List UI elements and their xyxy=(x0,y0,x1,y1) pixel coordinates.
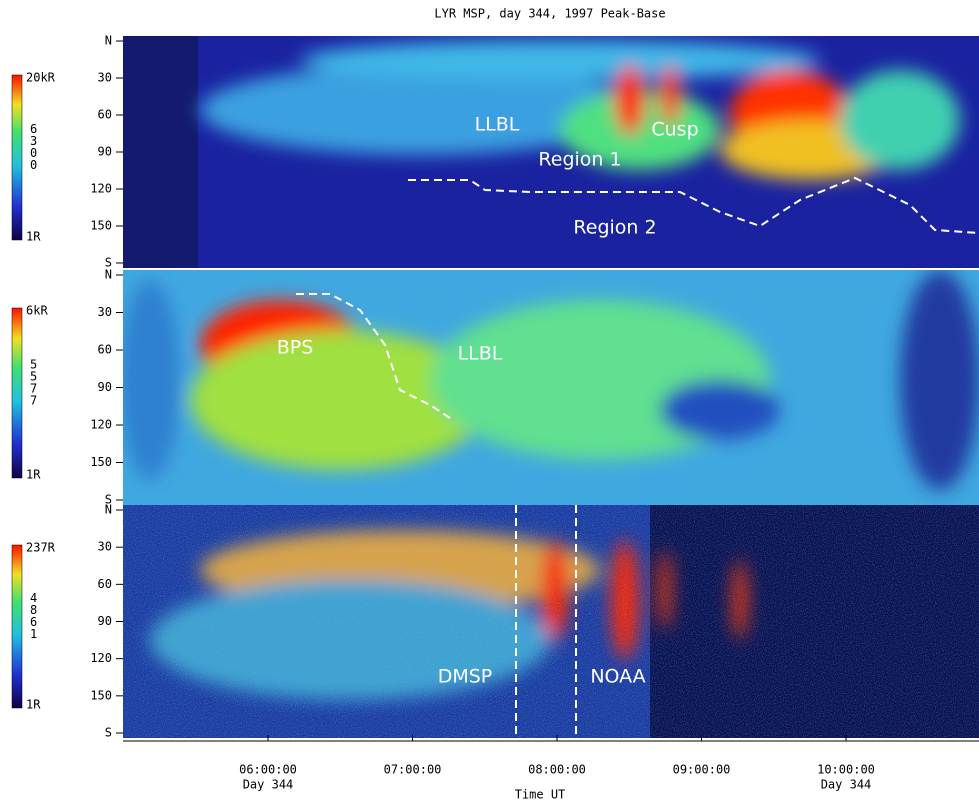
colorbar-label: 4 xyxy=(30,591,37,605)
y-tick-label: 60 xyxy=(98,577,112,591)
x-tick-label: 08:00:00 xyxy=(528,763,586,777)
y-tick-label: 30 xyxy=(98,540,112,554)
y-tick-label: 120 xyxy=(90,418,112,432)
colorbar-label: 7 xyxy=(30,394,37,408)
x-tick-label: 10:00:00 xyxy=(817,763,875,777)
annotation: BPS xyxy=(277,337,314,359)
annotation: Region 2 xyxy=(573,217,656,239)
x-tick-label: 06:00:00 xyxy=(239,763,297,777)
y-tick-label: 150 xyxy=(90,219,112,233)
panel-2-image xyxy=(123,270,979,505)
annotation: Cusp xyxy=(651,119,698,141)
y-tick-label: S xyxy=(105,256,112,270)
colorbar-label: 5 xyxy=(30,358,37,372)
y-tick-label: 30 xyxy=(98,305,112,319)
annotation: LLBL xyxy=(458,343,503,365)
x-tick-label: 07:00:00 xyxy=(384,763,442,777)
panel-3-image xyxy=(123,505,979,738)
x-tick-day: Day 344 xyxy=(243,778,294,792)
figure-title: LYR MSP, day 344, 1997 Peak-Base xyxy=(434,7,665,21)
colorbar xyxy=(11,74,23,241)
colorbar-label: 8 xyxy=(30,603,37,617)
colorbar-label: 0 xyxy=(30,146,37,160)
colorbar-label: 7 xyxy=(30,382,37,396)
x-axis-label: Time UT xyxy=(515,788,566,802)
panel-1-image xyxy=(123,36,979,268)
colorbar-label: 1 xyxy=(30,627,37,641)
annotation: Region 1 xyxy=(538,149,621,171)
x-tick-day: Day 344 xyxy=(821,778,872,792)
colorbar-label: 3 xyxy=(30,134,37,148)
colorbar-max: 237R xyxy=(26,541,56,555)
y-tick-label: 90 xyxy=(98,614,112,628)
x-tick-label: 09:00:00 xyxy=(673,763,731,777)
y-tick-label: N xyxy=(105,268,112,282)
colorbar-label: 6 xyxy=(30,122,37,136)
colorbar-label: 0 xyxy=(30,158,37,172)
colorbar-min: 1R xyxy=(26,230,41,244)
y-tick-label: S xyxy=(105,726,112,740)
y-tick-label: 30 xyxy=(98,71,112,85)
y-tick-label: 60 xyxy=(98,343,112,357)
colorbar-max: 20kR xyxy=(26,71,56,85)
y-tick-label: N xyxy=(105,503,112,517)
y-tick-label: 120 xyxy=(90,182,112,196)
y-tick-label: 150 xyxy=(90,455,112,469)
y-tick-label: 90 xyxy=(98,145,112,159)
colorbar-max: 6kR xyxy=(26,304,48,318)
y-tick-label: S xyxy=(105,493,112,507)
annotation: LLBL xyxy=(475,114,520,136)
colorbar xyxy=(11,307,23,479)
colorbar-min: 1R xyxy=(26,468,41,482)
y-tick-label: 120 xyxy=(90,651,112,665)
annotation: NOAA xyxy=(590,666,645,688)
colorbar xyxy=(11,544,23,709)
y-tick-label: 150 xyxy=(90,688,112,702)
y-tick-label: N xyxy=(105,34,112,48)
y-tick-label: 60 xyxy=(98,108,112,122)
colorbar-min: 1R xyxy=(26,698,41,712)
colorbar-label: 6 xyxy=(30,615,37,629)
y-tick-label: 90 xyxy=(98,380,112,394)
annotation: DMSP xyxy=(438,666,493,688)
colorbar-label: 5 xyxy=(30,370,37,384)
